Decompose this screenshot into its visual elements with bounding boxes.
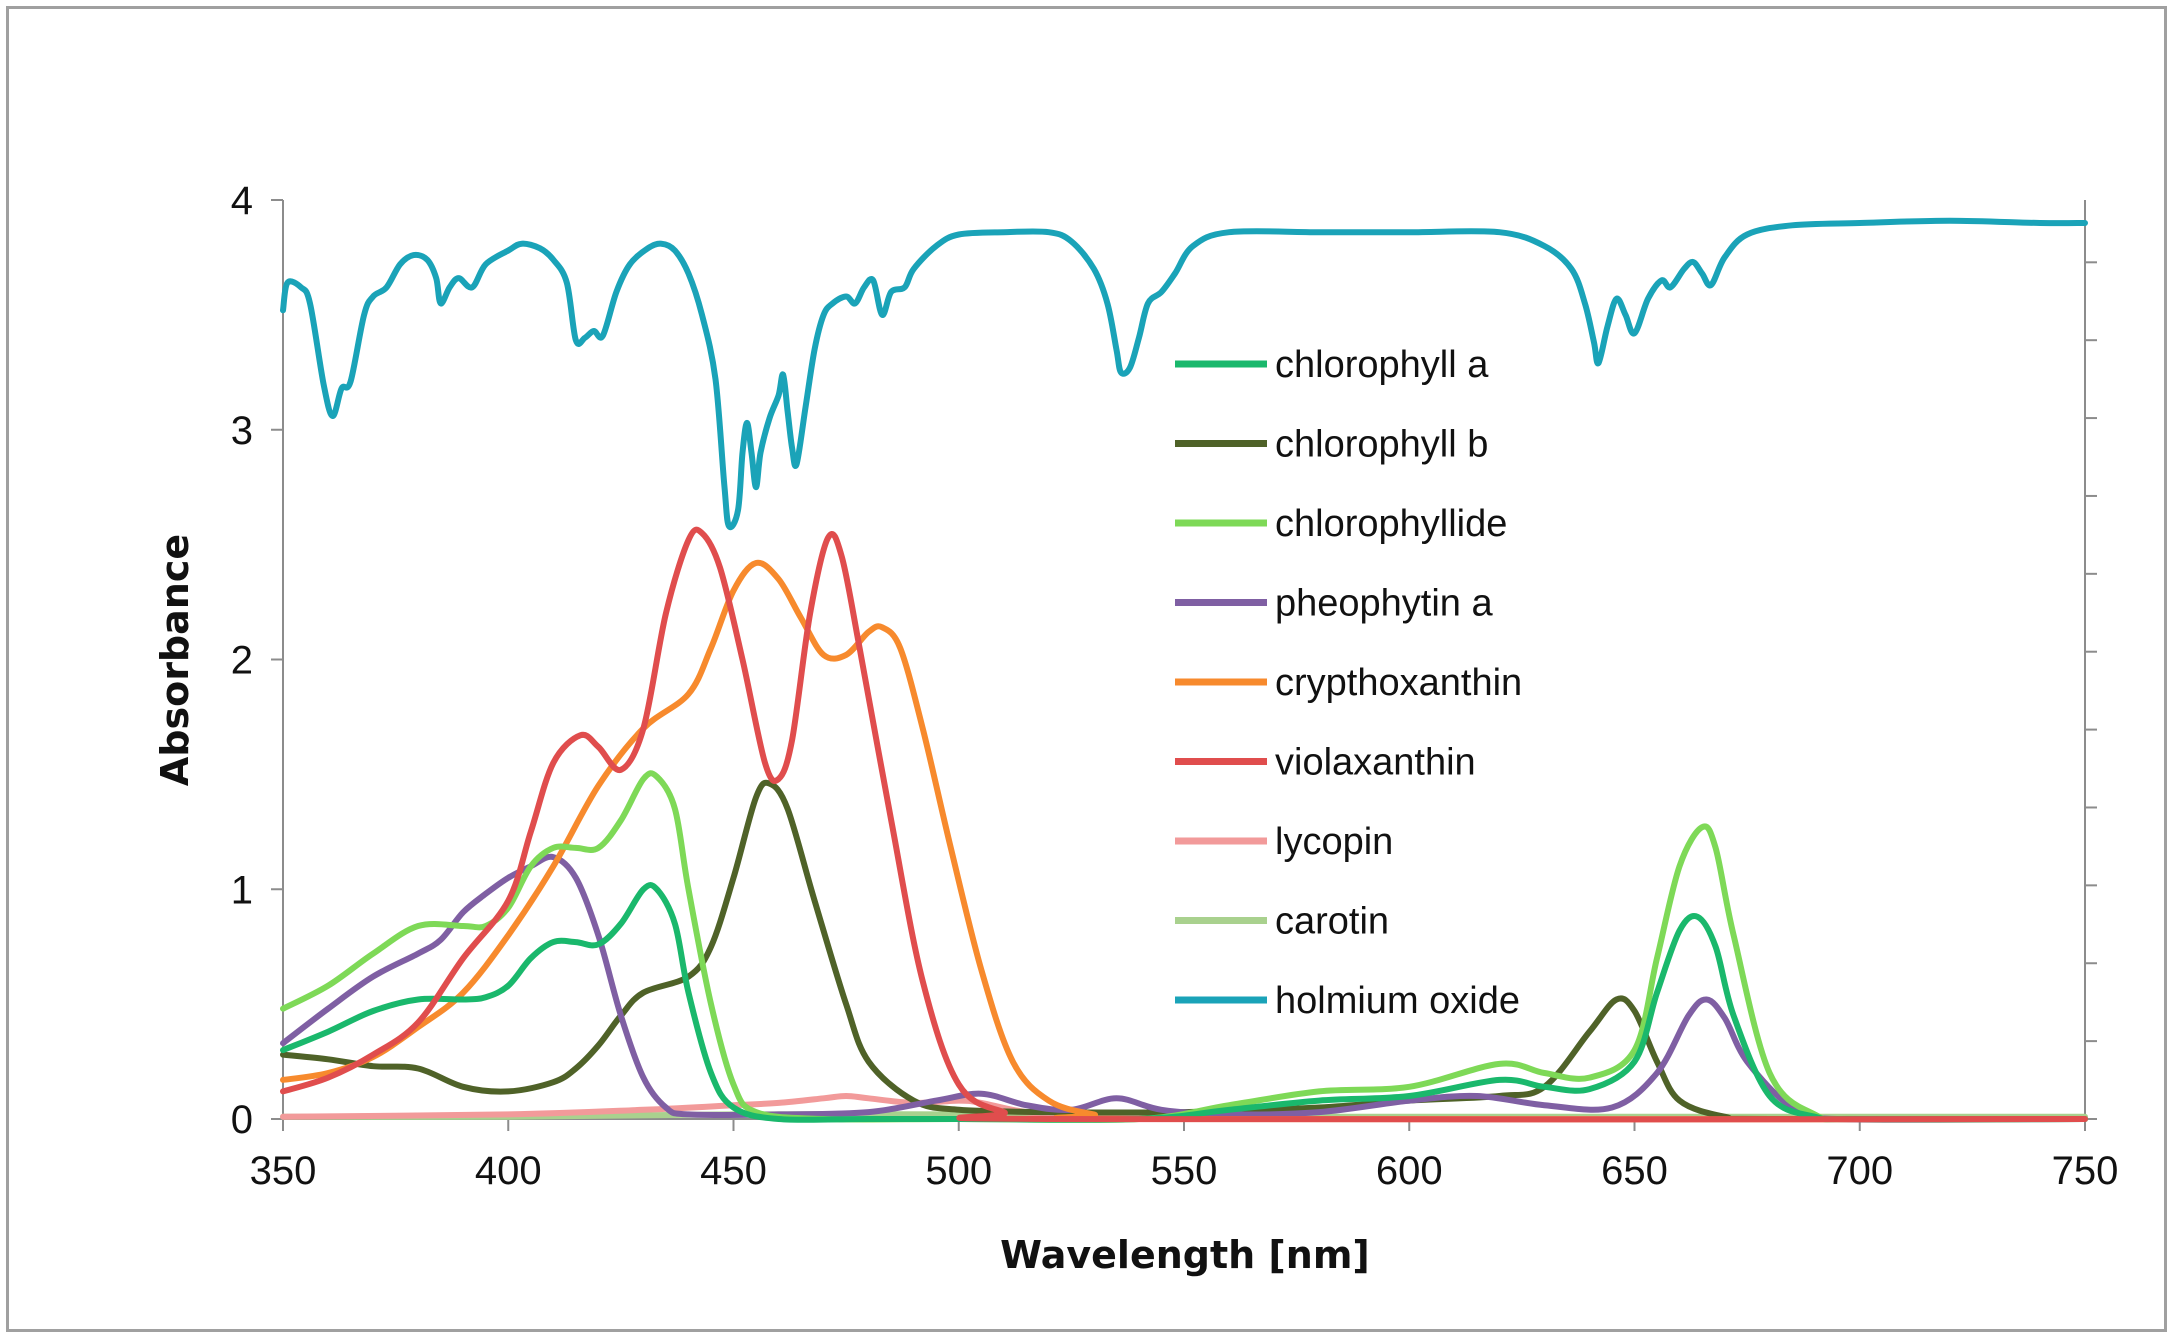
series-layer [280, 217, 2088, 1124]
y-tick-label: 2 [231, 639, 253, 683]
x-tick-label: 500 [925, 1149, 992, 1193]
legend-label-holmium-oxide: holmium oxide [1275, 980, 1520, 1022]
legend-label-crypthoxanthin: crypthoxanthin [1275, 662, 1522, 704]
series-line-violaxanthin [280, 526, 2088, 1123]
x-tick-label: 450 [700, 1149, 767, 1193]
y-tick-label: 4 [231, 179, 253, 223]
series-line-chlorophyll-a [280, 881, 2088, 1123]
legend-label-chlorophyll-b: chlorophyll b [1275, 424, 1488, 466]
y-tick-label: 3 [231, 409, 253, 453]
y-tick-label: 1 [231, 868, 253, 912]
series-line-holmium-oxide [280, 217, 2088, 531]
series-line-chlorophyll-b [280, 779, 2088, 1123]
x-tick-label: 350 [250, 1149, 317, 1193]
y-tick-label: 0 [231, 1098, 253, 1142]
series-line-chlorophyllide [280, 770, 2088, 1124]
x-tick-label: 600 [1376, 1149, 1443, 1193]
x-tick-label: 750 [2052, 1149, 2119, 1193]
x-tick-label: 550 [1151, 1149, 1218, 1193]
legend-label-pheophytin-a: pheophytin a [1275, 583, 1493, 625]
legend-label-carotin: carotin [1275, 901, 1389, 943]
legend-label-lycopin: lycopin [1275, 821, 1393, 863]
x-axis-title: Wavelength [nm] [1000, 1233, 1370, 1277]
legend-label-violaxanthin: violaxanthin [1275, 742, 1476, 784]
axes: 0 1 2 3 4 350 400 450 500 550 600 650 700 750 [231, 179, 2119, 1193]
legend-label-chlorophyllide: chlorophyllide [1275, 503, 1507, 545]
x-tick-label: 650 [1601, 1149, 1668, 1193]
legend-label-chlorophyll-a: chlorophyll a [1275, 344, 1489, 386]
legend: chlorophyll a chlorophyll b chlorophyllide… [1175, 344, 1522, 1022]
series-line-pheophytin-a [280, 853, 2088, 1123]
series-line-crypthoxanthin [280, 559, 2088, 1123]
x-tick-label: 700 [1826, 1149, 1893, 1193]
x-tick-label: 400 [475, 1149, 542, 1193]
y-axis-title: Absorbance [153, 534, 197, 786]
